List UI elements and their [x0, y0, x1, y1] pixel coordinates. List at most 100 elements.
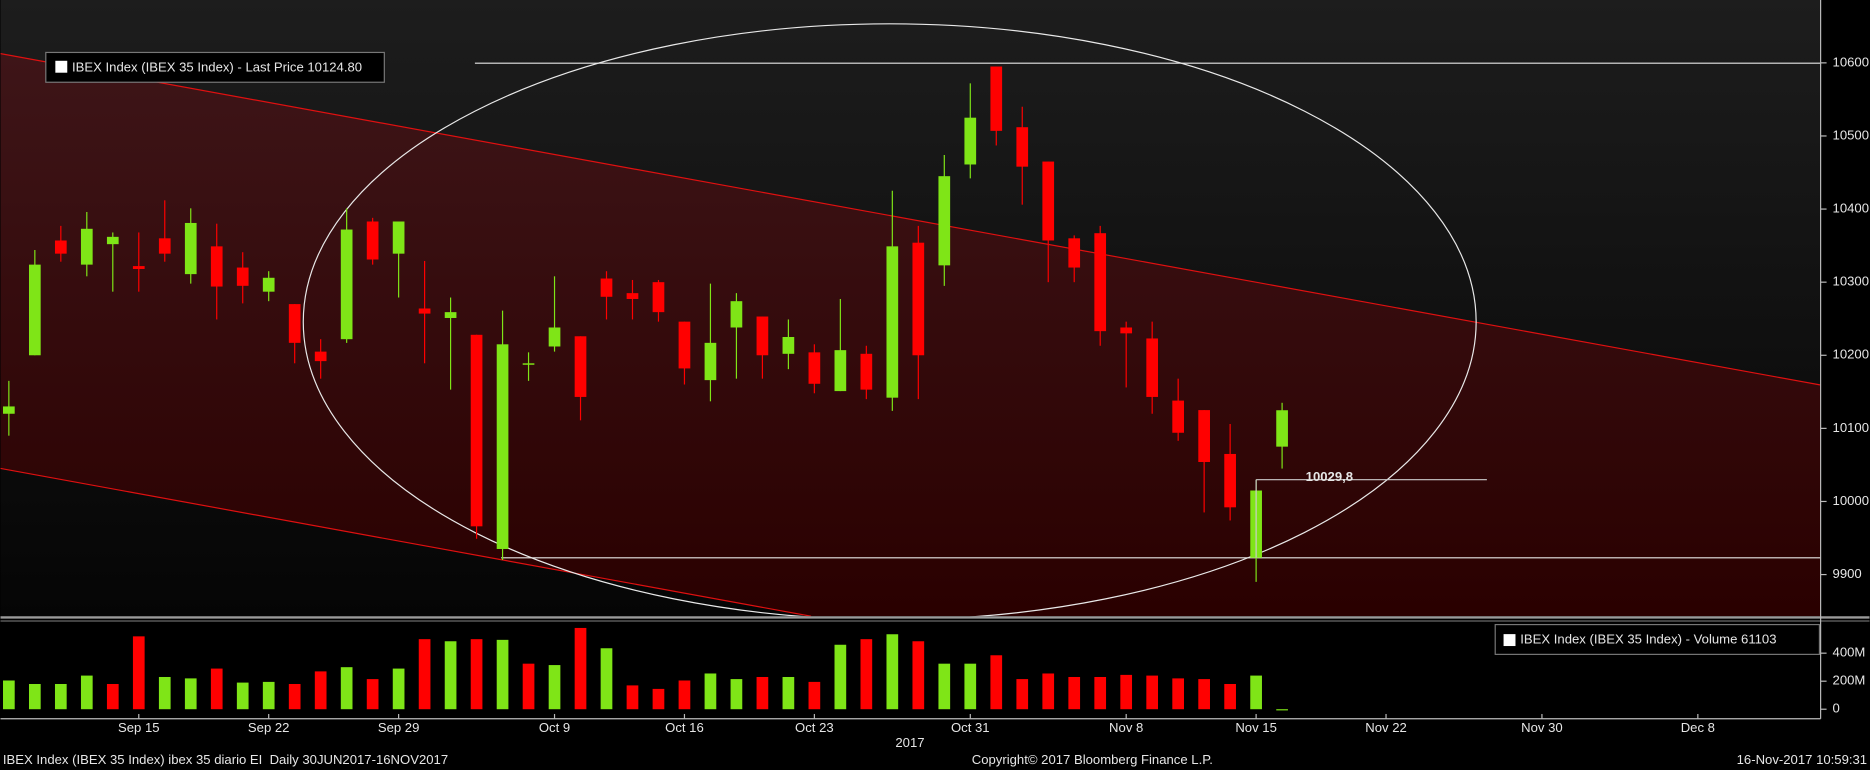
candle-body: [262, 277, 275, 292]
x-tick-label: Sep 22: [248, 720, 290, 735]
y-tick-label: 10000: [1833, 493, 1869, 508]
candle-body: [574, 336, 587, 397]
volume-bar: [236, 682, 249, 710]
candle-body: [184, 222, 197, 275]
candle-body: [418, 308, 431, 314]
candle-body: [600, 278, 613, 297]
candle-body: [834, 350, 847, 392]
channel-fill: [0, 53, 1821, 617]
volume-bar: [1016, 679, 1029, 710]
volume-bar: [730, 679, 743, 710]
x-tick-label: Nov 30: [1521, 720, 1563, 735]
candle-body: [1276, 410, 1288, 447]
candle-body: [1198, 410, 1210, 462]
volume-bar: [1068, 676, 1081, 710]
volume-bar: [340, 667, 353, 710]
candle-body: [704, 342, 717, 381]
volume-bar: [470, 639, 483, 710]
y-tick-label: 10500: [1833, 127, 1869, 142]
volume-bar: [678, 680, 691, 710]
candle-body: [28, 264, 41, 356]
candle-body: [158, 238, 171, 254]
x-tick-label: Nov 22: [1365, 720, 1407, 735]
legend-text: IBEX Index (IBEX 35 Index) - Volume 6110…: [1520, 632, 1776, 647]
candle-body: [522, 363, 535, 365]
legend-box: [45, 51, 385, 83]
volume-bar: [496, 639, 509, 710]
candle-body: [912, 242, 925, 356]
candle-body: [444, 312, 457, 318]
x-tick-label: Oct 16: [665, 720, 704, 735]
volume-bar: [184, 678, 197, 710]
volume-y-tick-label: 0: [1833, 701, 1840, 716]
candle-body: [1042, 161, 1055, 241]
volume-bar: [444, 641, 457, 710]
volume-bar: [366, 679, 379, 710]
volume-bar: [834, 644, 847, 710]
volume-bar: [392, 668, 405, 710]
annotation-label: 10029,8: [1306, 469, 1353, 484]
volume-bar: [1146, 675, 1159, 710]
volume-bar: [158, 676, 171, 710]
volume-bar: [938, 663, 951, 710]
volume-y-tick-label: 400M: [1833, 645, 1866, 660]
volume-bar: [1276, 709, 1288, 711]
x-tick-label: Oct 23: [795, 720, 834, 735]
volume-bar: [600, 648, 613, 710]
volume-bar: [522, 663, 535, 710]
candle-body: [808, 352, 821, 384]
volume-bar: [860, 639, 873, 710]
volume-bar: [548, 665, 561, 710]
channel-lower: [0, 467, 812, 617]
candle-body: [938, 176, 951, 266]
candle-body: [496, 344, 509, 549]
candle-body: [1068, 238, 1081, 268]
candle-body: [730, 301, 743, 328]
footer-right: 16-Nov-2017 10:59:31: [1737, 752, 1867, 767]
candle-body: [1146, 338, 1159, 397]
volume-bar: [80, 675, 93, 710]
candle-body: [80, 228, 93, 265]
volume-bar: [1120, 674, 1133, 710]
volume-bar: [912, 641, 925, 710]
volume-bar: [782, 676, 795, 710]
candle-body: [340, 229, 353, 340]
candle-body: [366, 221, 379, 260]
x-tick-label: Oct 9: [539, 720, 570, 735]
candle-body: [782, 336, 795, 354]
volume-bar: [106, 683, 119, 710]
footer-center: Copyright© 2017 Bloomberg Finance L.P.: [972, 752, 1213, 767]
volume-bar: [210, 668, 223, 710]
legend-text: IBEX Index (IBEX 35 Index) - Last Price …: [72, 59, 362, 74]
candle-body: [626, 293, 639, 299]
volume-bar: [1094, 676, 1107, 710]
volume-bar: [704, 673, 717, 710]
volume-bar: [886, 634, 899, 710]
footer-left: IBEX Index (IBEX 35 Index) ibex 35 diari…: [3, 752, 448, 767]
volume-bar: [1172, 678, 1185, 710]
volume-bar: [314, 671, 327, 710]
legend-swatch: [1503, 634, 1516, 647]
candle-body: [54, 240, 67, 254]
volume-y-tick-label: 200M: [1833, 673, 1866, 688]
y-tick-label: 10400: [1833, 201, 1869, 216]
volume-bar: [574, 627, 587, 710]
year-label: 2017: [895, 735, 924, 750]
volume-bar: [626, 685, 639, 710]
candle-body: [132, 266, 145, 270]
volume-bar: [1224, 683, 1236, 710]
volume-bar: [1250, 675, 1262, 710]
y-tick-label: 10300: [1833, 274, 1869, 289]
candle-body: [288, 304, 301, 343]
legend: IBEX Index (IBEX 35 Index) - Last Price …: [45, 51, 385, 83]
x-tick-label: Nov 8: [1109, 720, 1143, 735]
candle-body: [678, 321, 691, 369]
candle-body: [990, 66, 1003, 131]
volume-bar: [28, 683, 41, 710]
candle-body: [210, 246, 223, 287]
candle-body: [756, 316, 769, 356]
volume-bar: [964, 663, 977, 710]
volume-bar: [1198, 679, 1210, 710]
